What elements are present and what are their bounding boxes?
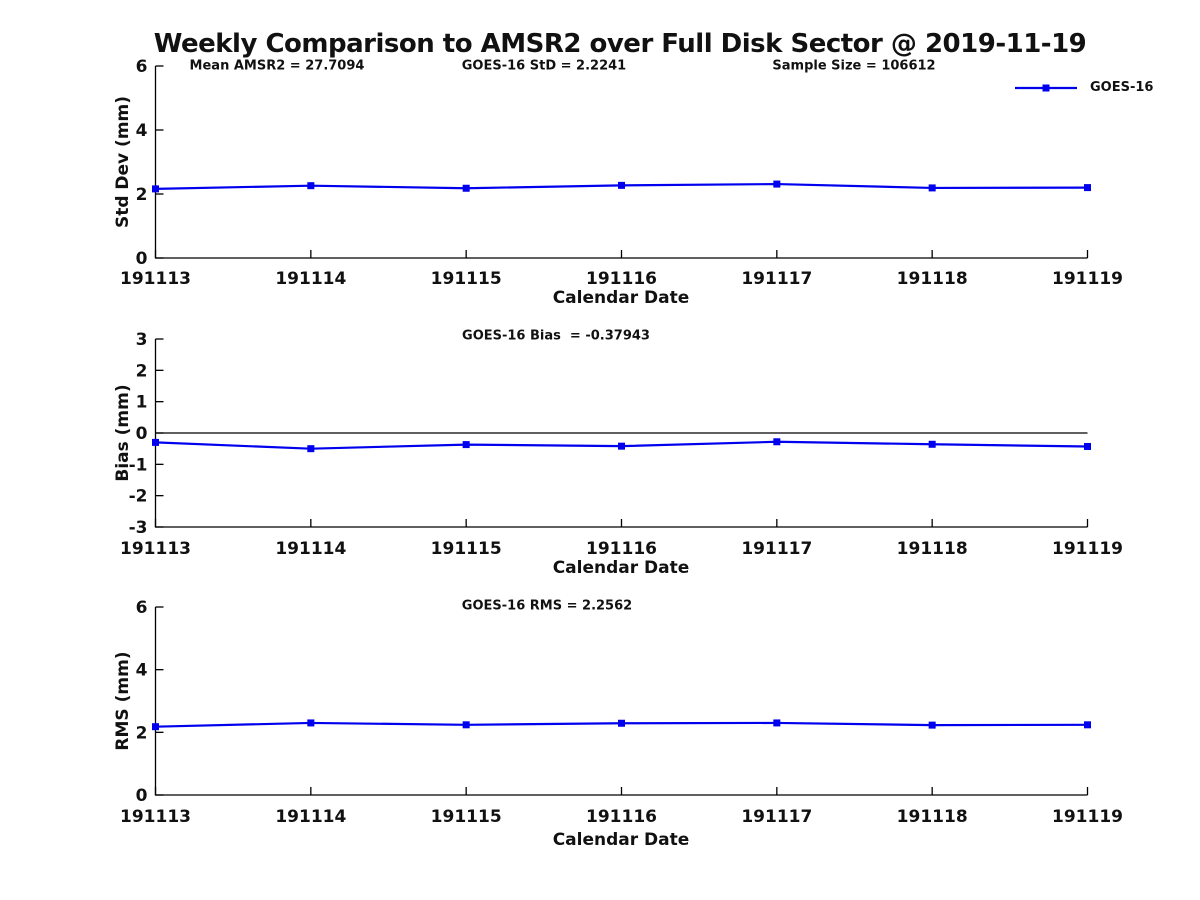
legend: GOES-16: [1013, 80, 1153, 95]
x-tick-label: 191118: [897, 807, 968, 827]
ylabel-std-dev: Std Dev (mm): [113, 95, 133, 229]
axis-lines: [154, 607, 1088, 796]
data-point: [773, 438, 781, 446]
subplot-bias: -3 -2 -1 0 1 2 3 191113 191114 191115 191116 191117…: [120, 330, 1123, 559]
x-tick-label: 191114: [275, 539, 346, 559]
data-point: [152, 185, 159, 193]
annotation-goes16-std: GOES-16 StD = 2.2241: [461, 58, 627, 74]
ylabel-rms: RMS (mm): [113, 651, 133, 751]
legend-label: GOES-16: [1090, 80, 1154, 95]
y-tick-label: 0: [136, 786, 148, 806]
x-tick-label: 191118: [897, 269, 968, 289]
data-point: [462, 184, 470, 192]
data-point: [1084, 184, 1091, 192]
chart-title: Weekly Comparison to AMSR2 over Full Dis…: [153, 29, 1087, 59]
data-point: [462, 441, 470, 449]
legend-line-marker-icon: [1015, 84, 1077, 91]
data-point: [307, 182, 315, 190]
xlabel-bottom: Calendar Date: [552, 830, 690, 850]
y-tick-label: 2: [136, 185, 148, 205]
annotation-mean-amsr2: Mean AMSR2 = 27.7094: [189, 58, 365, 74]
data-point: [462, 721, 470, 729]
x-tick-label: 191116: [586, 269, 657, 289]
y-tick-label: 4: [136, 121, 148, 141]
y-tick-label: -1: [129, 455, 148, 475]
ylabel-bias: Bias (mm): [113, 384, 133, 482]
data-point: [928, 721, 936, 729]
x-tick-label: 191115: [431, 539, 502, 559]
data-point: [307, 445, 315, 453]
xlabel-top: Calendar Date: [552, 288, 690, 308]
y-tick-label: 4: [136, 661, 148, 681]
axis-lines: [154, 66, 1088, 259]
x-tick-label: 191117: [741, 269, 812, 289]
x-tick-label: 191117: [741, 539, 812, 559]
y-tick-label: 2: [136, 723, 148, 743]
annotation-sample-size: Sample Size = 106612: [772, 58, 936, 74]
x-tick-label: 191116: [586, 539, 657, 559]
data-point: [618, 442, 625, 450]
subplot-std-dev: 0 2 4 6 191113 191114 191115 191116 191117 191118…: [120, 57, 1123, 289]
data-point: [1084, 442, 1091, 450]
y-tick-label: 2: [136, 361, 148, 381]
data-point: [928, 440, 936, 448]
data-point: [307, 719, 315, 727]
x-tick-label: 191119: [1052, 269, 1123, 289]
y-tick-label: 1: [136, 393, 148, 413]
data-point: [928, 184, 936, 192]
x-tick-label: 191115: [431, 807, 502, 827]
data-point: [152, 438, 159, 446]
y-tick-label: -3: [129, 518, 148, 538]
x-tick-label: 191116: [586, 807, 657, 827]
annotation-goes16-rms: GOES-16 RMS = 2.2562: [461, 598, 633, 614]
y-tick-label: 3: [136, 330, 148, 350]
data-point: [1084, 721, 1091, 729]
y-tick-label: 6: [136, 598, 148, 618]
x-tick-label: 191119: [1052, 539, 1123, 559]
y-tick-label: -2: [129, 487, 148, 507]
x-tick-label: 191119: [1052, 807, 1123, 827]
subplot-rms: 0 2 4 6 191113 191114 191115 191116 191117 191118…: [120, 598, 1123, 827]
data-point: [773, 180, 781, 188]
x-tick-label: 191113: [120, 269, 191, 289]
data-point: [152, 723, 159, 731]
y-tick-label: 6: [136, 57, 148, 77]
x-tick-label: 191117: [741, 807, 812, 827]
annotation-goes16-bias: GOES-16 Bias = -0.37943: [462, 328, 650, 344]
x-tick-label: 191113: [120, 807, 191, 827]
x-tick-label: 191113: [120, 539, 191, 559]
data-point: [618, 181, 625, 189]
y-tick-label: 0: [136, 249, 148, 269]
x-tick-label: 191114: [275, 807, 346, 827]
data-point: [773, 719, 781, 727]
x-tick-label: 191115: [431, 269, 502, 289]
x-tick-label: 191118: [897, 539, 968, 559]
y-tick-label: 0: [136, 424, 148, 444]
data-point: [618, 719, 625, 727]
xlabel-middle: Calendar Date: [552, 558, 690, 578]
x-tick-label: 191114: [275, 269, 346, 289]
